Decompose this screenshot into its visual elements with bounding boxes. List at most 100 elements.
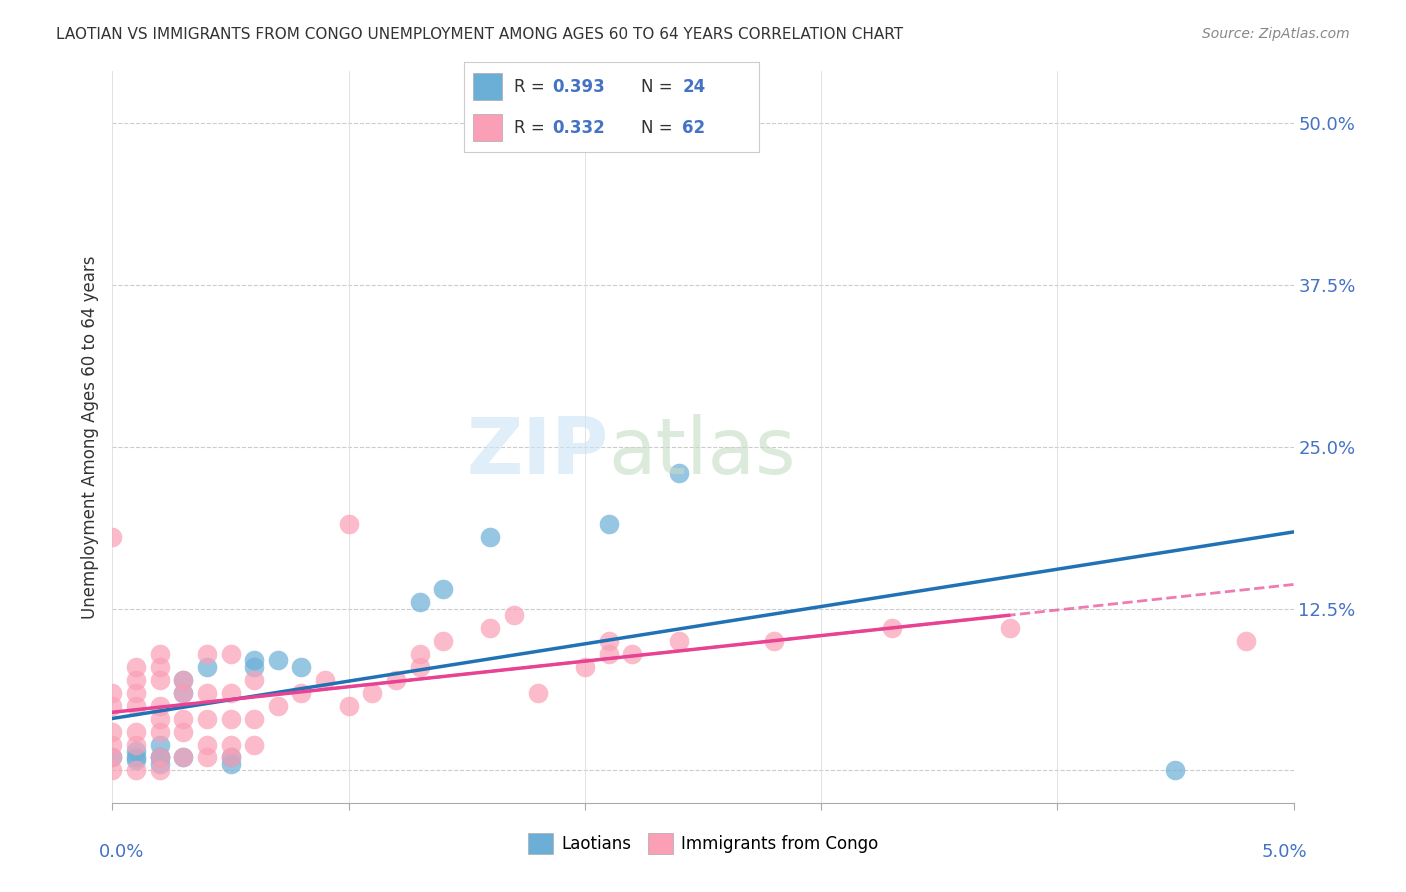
Point (149, 756, 172, 771)
Text: R =: R = (515, 119, 550, 136)
Point (195, 686, 218, 700)
Point (172, 686, 194, 700)
Point (172, 724, 194, 739)
Point (408, 660, 430, 674)
Point (125, 764, 148, 778)
Point (219, 750, 242, 764)
Point (149, 738, 172, 752)
Point (172, 712, 194, 726)
Point (149, 647, 172, 661)
Point (998, 621, 1021, 635)
Point (125, 738, 148, 752)
Text: 0.332: 0.332 (553, 119, 606, 136)
Point (149, 673, 172, 687)
Text: ZIP: ZIP (467, 414, 609, 490)
Point (149, 750, 172, 764)
Point (172, 686, 194, 700)
Point (880, 621, 903, 635)
Point (101, 530, 124, 544)
Text: R =: R = (515, 78, 550, 95)
Point (195, 750, 218, 764)
Point (172, 750, 194, 764)
Point (219, 686, 242, 700)
Point (432, 634, 454, 648)
Text: 62: 62 (682, 119, 706, 136)
Point (408, 595, 430, 609)
Point (172, 673, 194, 687)
Point (172, 673, 194, 687)
Point (526, 686, 548, 700)
Point (668, 634, 690, 648)
Point (243, 673, 266, 687)
Point (598, 634, 620, 648)
Bar (472, 114, 502, 141)
Point (219, 712, 242, 726)
Point (243, 738, 266, 752)
Point (574, 660, 596, 674)
Text: N =: N = (641, 78, 678, 95)
Bar (472, 73, 502, 100)
Text: N =: N = (641, 119, 678, 136)
Point (219, 750, 242, 764)
Point (172, 750, 194, 764)
Point (195, 660, 218, 674)
Point (149, 712, 172, 726)
Point (125, 744, 148, 758)
Point (125, 753, 148, 767)
Point (101, 698, 124, 713)
Point (479, 530, 502, 544)
Point (1234, 634, 1257, 648)
Point (385, 673, 408, 687)
Point (219, 756, 242, 771)
Point (762, 634, 785, 648)
Point (149, 724, 172, 739)
Point (195, 712, 218, 726)
Point (101, 686, 124, 700)
Point (621, 647, 644, 661)
Point (125, 686, 148, 700)
Point (149, 750, 172, 764)
Point (598, 647, 620, 661)
Point (432, 582, 454, 597)
Text: 5.0%: 5.0% (1263, 843, 1308, 861)
Point (243, 653, 266, 667)
Point (337, 698, 360, 713)
Point (361, 686, 384, 700)
Point (267, 698, 290, 713)
Point (219, 738, 242, 752)
Point (149, 660, 172, 674)
Text: atlas: atlas (609, 414, 796, 490)
Point (408, 647, 430, 661)
Text: LAOTIAN VS IMMIGRANTS FROM CONGO UNEMPLOYMENT AMONG AGES 60 TO 64 YEARS CORRELAT: LAOTIAN VS IMMIGRANTS FROM CONGO UNEMPLO… (56, 27, 904, 42)
Point (149, 764, 172, 778)
Point (149, 698, 172, 713)
Point (101, 724, 124, 739)
Point (503, 608, 526, 623)
Text: Source: ZipAtlas.com: Source: ZipAtlas.com (1202, 27, 1350, 41)
Point (598, 517, 620, 532)
Point (243, 660, 266, 674)
Point (195, 738, 218, 752)
Text: 0.0%: 0.0% (98, 843, 143, 861)
Point (125, 750, 148, 764)
Point (101, 764, 124, 778)
Point (125, 660, 148, 674)
Point (290, 686, 312, 700)
Y-axis label: Unemployment Among Ages 60 to 64 years: Unemployment Among Ages 60 to 64 years (80, 255, 98, 619)
Point (314, 673, 336, 687)
Point (1164, 764, 1187, 778)
Point (125, 724, 148, 739)
Text: 0.393: 0.393 (553, 78, 606, 95)
Point (195, 647, 218, 661)
Point (101, 750, 124, 764)
Point (243, 712, 266, 726)
Point (479, 621, 502, 635)
Point (219, 647, 242, 661)
Point (668, 466, 690, 480)
Point (149, 750, 172, 764)
Point (290, 660, 312, 674)
Text: 24: 24 (682, 78, 706, 95)
Point (125, 698, 148, 713)
Point (337, 517, 360, 532)
Legend: Laotians, Immigrants from Congo: Laotians, Immigrants from Congo (522, 827, 884, 860)
